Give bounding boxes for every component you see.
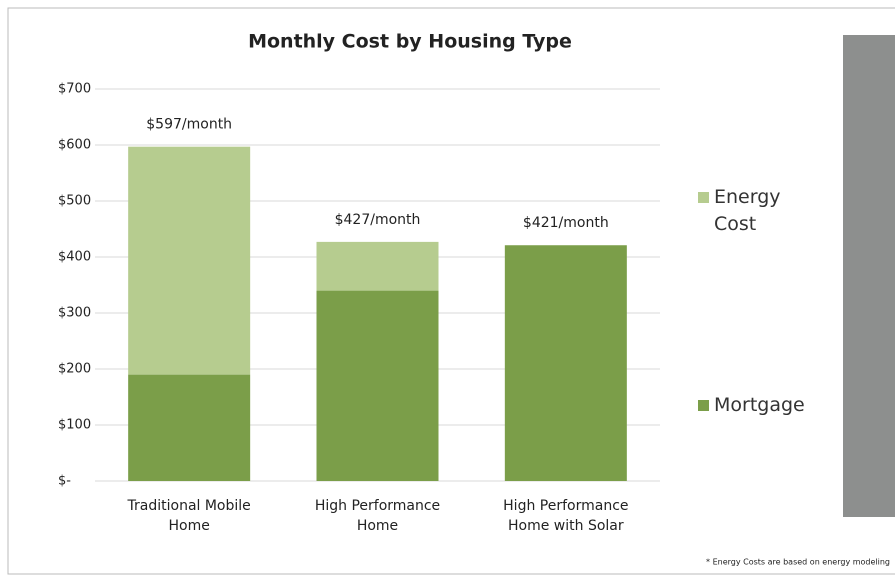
y-tick-label: $700 <box>58 82 91 97</box>
x-tick-label: Traditional Mobile Home <box>109 496 269 536</box>
bar-segment <box>128 375 250 481</box>
legend-swatch <box>698 400 709 411</box>
total-label: $427/month <box>335 212 421 228</box>
x-tick-label: High Performance Home with Solar <box>486 496 646 536</box>
y-tick-label: $500 <box>58 194 91 209</box>
y-tick-label: $400 <box>58 250 91 265</box>
bar-segment <box>317 242 439 291</box>
total-label: $597/month <box>146 117 232 133</box>
photo <box>843 35 895 517</box>
x-tick-label: High Performance Home <box>298 496 458 536</box>
y-tick-label: $300 <box>58 306 91 321</box>
chart: Monthly Cost by Housing Type * Energy Co… <box>0 0 895 577</box>
y-tick-label: $200 <box>58 362 91 377</box>
legend-swatch <box>698 192 709 203</box>
bar-segment <box>128 147 250 375</box>
legend-label: Energy Cost <box>714 184 804 238</box>
bar-segment <box>317 291 439 481</box>
footnote: * Energy Costs are based on energy model… <box>706 558 890 567</box>
y-tick-label: $100 <box>58 418 91 433</box>
chart-title: Monthly Cost by Housing Type <box>248 31 572 53</box>
bar-segment <box>505 245 627 481</box>
y-tick-label: $- <box>58 474 71 489</box>
legend-label: Mortgage <box>714 392 804 419</box>
y-tick-label: $600 <box>58 138 91 153</box>
total-label: $421/month <box>523 215 609 231</box>
page: Monthly Cost by Housing Type * Energy Co… <box>0 0 895 577</box>
